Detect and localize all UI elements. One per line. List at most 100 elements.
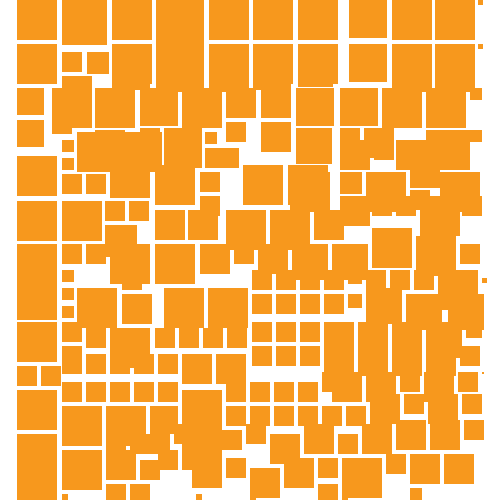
orange-square-tile — [349, 52, 379, 82]
orange-square-tile — [366, 270, 386, 290]
orange-square-tile — [382, 88, 422, 128]
orange-square-tile — [110, 158, 150, 198]
orange-square-tile — [464, 420, 484, 440]
orange-square-tile — [203, 328, 223, 348]
orange-square-tile — [129, 201, 149, 221]
orange-square-tile — [62, 406, 102, 446]
orange-square-tile — [226, 88, 256, 118]
orange-square-tile — [17, 466, 57, 500]
orange-square-tile — [372, 228, 412, 268]
orange-square-tile — [174, 424, 194, 444]
orange-square-tile — [106, 434, 126, 454]
orange-square-tile — [338, 434, 358, 454]
orange-square-tile — [470, 130, 482, 142]
orange-square-tile — [462, 394, 482, 414]
orange-square-tile — [416, 236, 456, 276]
orange-square-tile — [17, 244, 57, 284]
orange-square-tile — [86, 328, 106, 348]
orange-square-tile — [196, 494, 202, 500]
orange-square-tile — [158, 354, 178, 374]
orange-square-tile — [62, 0, 107, 45]
orange-square-tile — [300, 322, 320, 342]
orange-square-tile — [390, 270, 410, 290]
orange-square-tile — [227, 328, 247, 348]
orange-square-tile — [250, 406, 270, 426]
orange-square-tile — [150, 406, 178, 434]
orange-square-tile — [250, 382, 270, 402]
orange-square-tile — [276, 270, 296, 290]
orange-square-tile — [374, 140, 394, 160]
orange-square-tile — [435, 52, 475, 92]
orange-square-tile — [392, 52, 432, 92]
orange-square-tile — [478, 44, 483, 49]
orange-square-tile — [252, 294, 272, 314]
orange-square-tile — [205, 132, 217, 144]
orange-square-tile — [77, 288, 117, 328]
orange-square-tile — [332, 372, 362, 402]
orange-square-tile — [324, 294, 344, 314]
orange-square-tile — [62, 382, 82, 402]
orange-square-tile — [62, 244, 82, 264]
orange-square-tile — [298, 406, 318, 426]
orange-square-tile — [404, 394, 424, 414]
orange-square-tile — [130, 434, 150, 454]
orange-square-tile — [430, 420, 460, 450]
orange-square-tile — [462, 196, 482, 216]
orange-square-tile — [276, 322, 296, 342]
orange-square-tile — [400, 372, 420, 392]
orange-square-tile — [134, 382, 154, 402]
orange-square-tile — [192, 458, 222, 488]
orange-square-tile — [62, 270, 74, 282]
orange-square-tile — [372, 196, 392, 216]
orange-square-tile — [348, 270, 362, 284]
orange-square-tile — [110, 354, 130, 374]
orange-square-tile — [17, 0, 57, 40]
orange-square-tile — [435, 0, 475, 40]
orange-square-tile — [110, 382, 130, 402]
orange-square-tile — [300, 346, 320, 366]
orange-square-tile — [158, 382, 178, 402]
orange-square-tile — [62, 140, 74, 152]
orange-square-tile — [298, 0, 338, 40]
orange-square-tile — [17, 120, 44, 147]
orange-square-tile — [428, 394, 458, 424]
orange-square-tile — [274, 382, 294, 402]
orange-square-tile — [246, 424, 266, 444]
orange-square-tile — [414, 270, 434, 290]
orange-square-tile — [87, 52, 109, 74]
orange-square-tile — [482, 278, 487, 283]
orange-square-tile — [106, 484, 126, 500]
orange-square-tile — [342, 458, 382, 498]
orange-square-tile — [130, 484, 150, 500]
orange-square-tile — [62, 450, 102, 490]
orange-square-tile — [182, 354, 212, 384]
orange-square-tile — [62, 201, 102, 241]
orange-square-tile — [219, 148, 239, 168]
orange-square-tile — [253, 0, 293, 40]
orange-square-tile — [410, 158, 440, 188]
orange-square-tile — [164, 288, 204, 328]
orange-square-tile — [112, 52, 150, 90]
orange-square-tile — [410, 488, 422, 500]
orange-square-tile — [318, 484, 338, 500]
orange-square-tile — [17, 52, 49, 84]
orange-square-tile — [396, 420, 426, 450]
orange-square-tile — [298, 382, 318, 402]
orange-square-tile — [296, 128, 332, 164]
orange-square-tile — [466, 322, 482, 338]
orange-square-tile — [198, 424, 218, 444]
orange-square-tile — [86, 174, 106, 194]
orange-square-tile — [250, 468, 280, 498]
orange-square-tile — [348, 294, 362, 308]
orange-square-tile — [392, 0, 432, 40]
orange-square-tile — [226, 122, 246, 142]
orange-square-tile — [62, 158, 74, 170]
orange-square-tile — [253, 52, 291, 90]
orange-square-tile — [322, 406, 342, 426]
orange-square-tile — [342, 494, 348, 500]
orange-square-tile — [318, 458, 338, 478]
orange-square-tile — [274, 406, 294, 426]
orange-square-tile — [17, 156, 57, 196]
orange-square-tile — [134, 354, 154, 374]
